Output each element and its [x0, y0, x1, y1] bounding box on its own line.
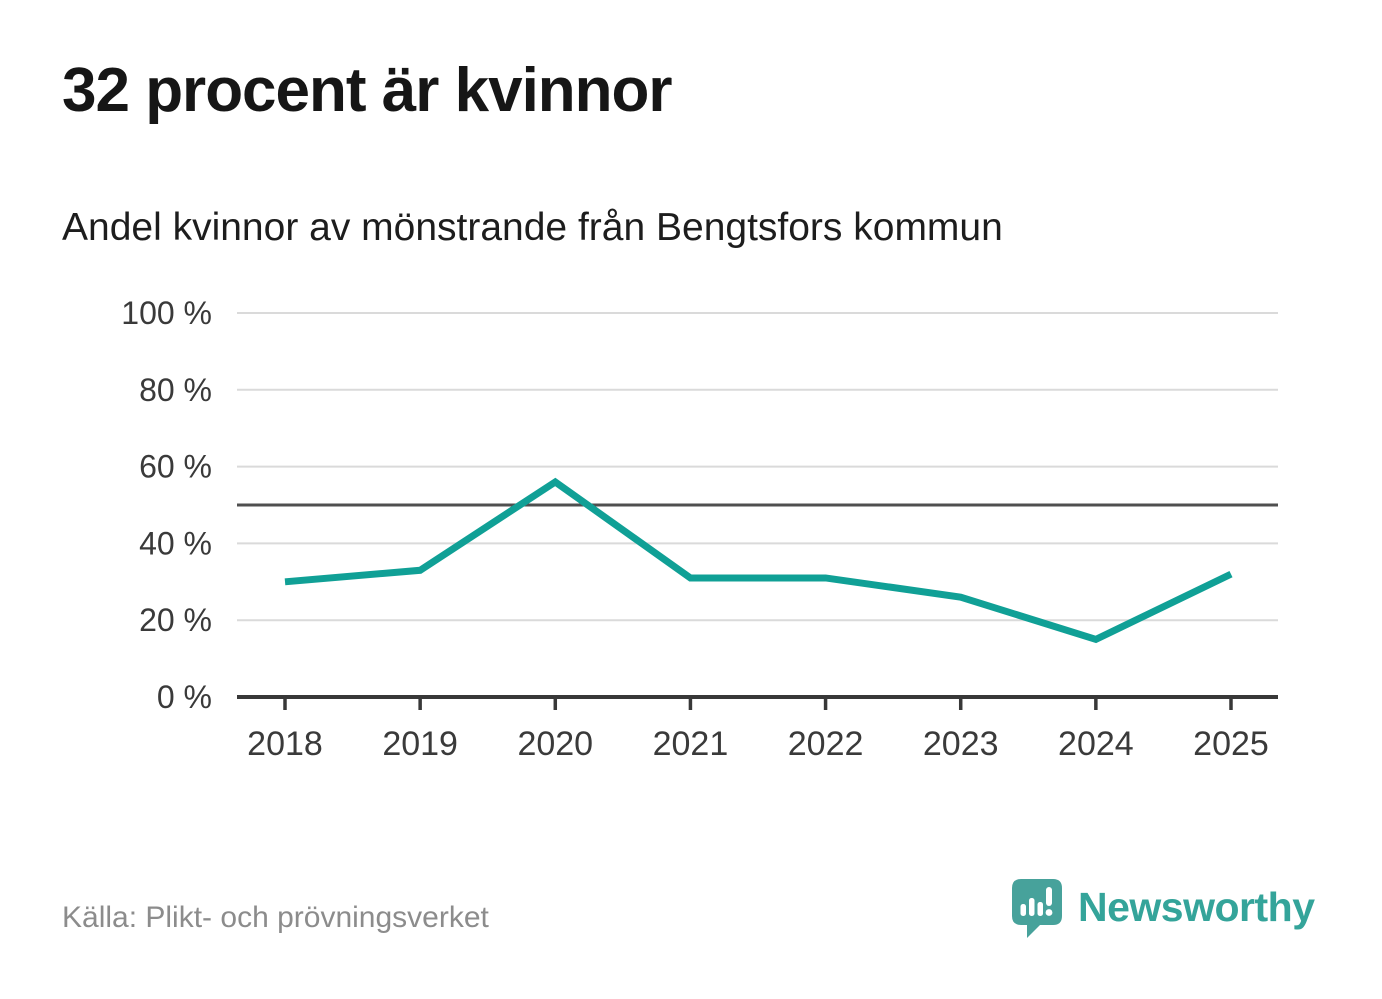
page-title: 32 procent är kvinnor [62, 56, 673, 125]
logo-exclamation-dot [1045, 909, 1053, 916]
x-tick-label: 2019 [382, 725, 458, 763]
y-tick-label: 20 % [139, 602, 212, 638]
newsworthy-logo-icon [1012, 879, 1062, 938]
logo-bar-3 [1037, 902, 1043, 916]
logo-bar-2 [1029, 898, 1035, 916]
x-tick-label: 2018 [247, 725, 323, 763]
logo-exclamation-bar [1046, 887, 1052, 906]
x-tick-label: 2021 [653, 725, 729, 763]
x-tick-label: 2022 [788, 725, 864, 763]
x-tick-label: 2023 [923, 725, 999, 763]
logo-bar-1 [1020, 904, 1026, 916]
source-note: Källa: Plikt- och prövningsverket [62, 901, 489, 934]
y-tick-label: 100 % [121, 295, 212, 331]
brand-wordmark: Newsworthy [1078, 884, 1315, 930]
y-tick-label: 40 % [139, 525, 212, 561]
x-tick-label: 2020 [517, 725, 593, 763]
y-tick-label: 0 % [157, 679, 212, 715]
chart-subtitle: Andel kvinnor av mönstrande från Bengtsf… [62, 206, 1003, 249]
brand-lockup: Newsworthy [1011, 878, 1315, 940]
data-line [284, 477, 1233, 644]
x-tick-label: 2024 [1058, 725, 1134, 763]
y-tick-label: 60 % [139, 449, 212, 485]
y-tick-label: 80 % [139, 372, 212, 408]
x-tick-label: 2025 [1193, 725, 1269, 763]
